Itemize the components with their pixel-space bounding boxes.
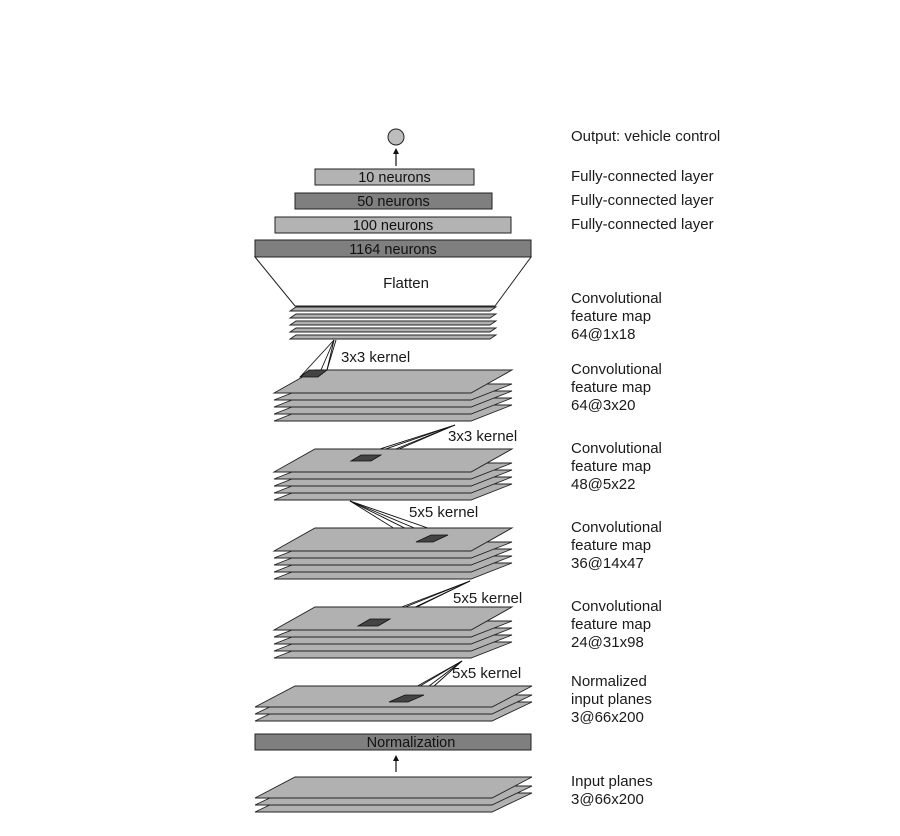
input-planes-label: Input planes 3@66x200 <box>571 773 653 808</box>
kernel-4-label: 5x5 kernel <box>453 590 522 607</box>
svg-text:feature map: feature map <box>571 458 651 475</box>
dense-layer-100-label: 100 neurons <box>353 218 434 234</box>
dense-layer-10 <box>314 168 475 186</box>
feature-map-24-31x98 <box>272 606 514 659</box>
kernel-5-label: 5x5 kernel <box>452 665 521 682</box>
svg-text:Convolutional: Convolutional <box>571 519 662 536</box>
svg-text:64@1x18: 64@1x18 <box>571 326 635 343</box>
feature-map-36-14x47 <box>272 527 514 580</box>
kernel-1-patch <box>298 369 329 378</box>
svg-text:3@66x200: 3@66x200 <box>571 709 644 726</box>
svg-text:Convolutional: Convolutional <box>571 598 662 615</box>
normalized-input-planes-label: Normalized input planes 3@66x200 <box>571 673 652 726</box>
dense-layer-50 <box>294 192 493 210</box>
flatten-label: Flatten <box>383 275 429 292</box>
feature-map-64-1x18-label: Convolutional feature map 64@1x18 <box>571 290 662 343</box>
output-label: Output: vehicle control <box>571 128 720 145</box>
feature-map-36-14x47-label: Convolutional feature map 36@14x47 <box>571 519 662 572</box>
svg-text:input planes: input planes <box>571 691 652 708</box>
dense-layer-10-label: 10 neurons <box>358 170 431 186</box>
feature-map-64-1x18 <box>288 306 498 340</box>
dense-layer-10-side-label: Fully-connected layer <box>571 168 714 185</box>
svg-text:Convolutional: Convolutional <box>571 440 662 457</box>
dense-layer-100-side-label: Fully-connected layer <box>571 216 714 233</box>
kernel-2-patch <box>349 454 383 462</box>
svg-text:Normalized: Normalized <box>571 673 647 690</box>
input-planes <box>254 776 533 813</box>
svg-text:Input planes: Input planes <box>571 773 653 790</box>
feature-map-48-5x22-label: Convolutional feature map 48@5x22 <box>571 440 662 493</box>
flatten-trapezoid <box>253 256 532 307</box>
svg-text:24@31x98: 24@31x98 <box>571 634 644 651</box>
svg-text:3@66x200: 3@66x200 <box>571 791 644 808</box>
svg-text:feature map: feature map <box>571 537 651 554</box>
kernel-3-patch <box>415 534 449 543</box>
svg-text:Convolutional: Convolutional <box>571 290 662 307</box>
svg-text:feature map: feature map <box>571 308 651 325</box>
output-arrow-head <box>393 148 399 154</box>
input-arrow-head <box>393 755 399 761</box>
dense-layer-50-side-label: Fully-connected layer <box>571 192 714 209</box>
svg-text:36@14x47: 36@14x47 <box>571 555 644 572</box>
kernel-1-label: 3x3 kernel <box>341 349 410 366</box>
svg-text:48@5x22: 48@5x22 <box>571 476 635 493</box>
svg-text:Convolutional: Convolutional <box>571 361 662 378</box>
feature-map-64-3x20 <box>272 369 514 422</box>
dense-layer-1164-label: 1164 neurons <box>349 242 437 258</box>
dense-layer-50-label: 50 neurons <box>357 194 430 210</box>
feature-map-64-3x20-label: Convolutional feature map 64@3x20 <box>571 361 662 414</box>
feature-map-24-31x98-label: Convolutional feature map 24@31x98 <box>571 598 662 651</box>
kernel-5-patch <box>388 694 425 703</box>
kernel-2-label: 3x3 kernel <box>448 428 517 445</box>
normalized-input-planes <box>254 685 533 722</box>
svg-text:feature map: feature map <box>571 616 651 633</box>
dense-layer-100 <box>274 216 512 234</box>
feature-map-48-5x22 <box>272 448 514 501</box>
normalization-label: Normalization <box>367 735 456 751</box>
output-node <box>387 128 405 146</box>
svg-text:64@3x20: 64@3x20 <box>571 397 635 414</box>
kernel-3-label: 5x5 kernel <box>409 504 478 521</box>
normalization-layer <box>254 733 532 751</box>
svg-text:feature map: feature map <box>571 379 651 396</box>
kernel-4-patch <box>356 618 392 627</box>
